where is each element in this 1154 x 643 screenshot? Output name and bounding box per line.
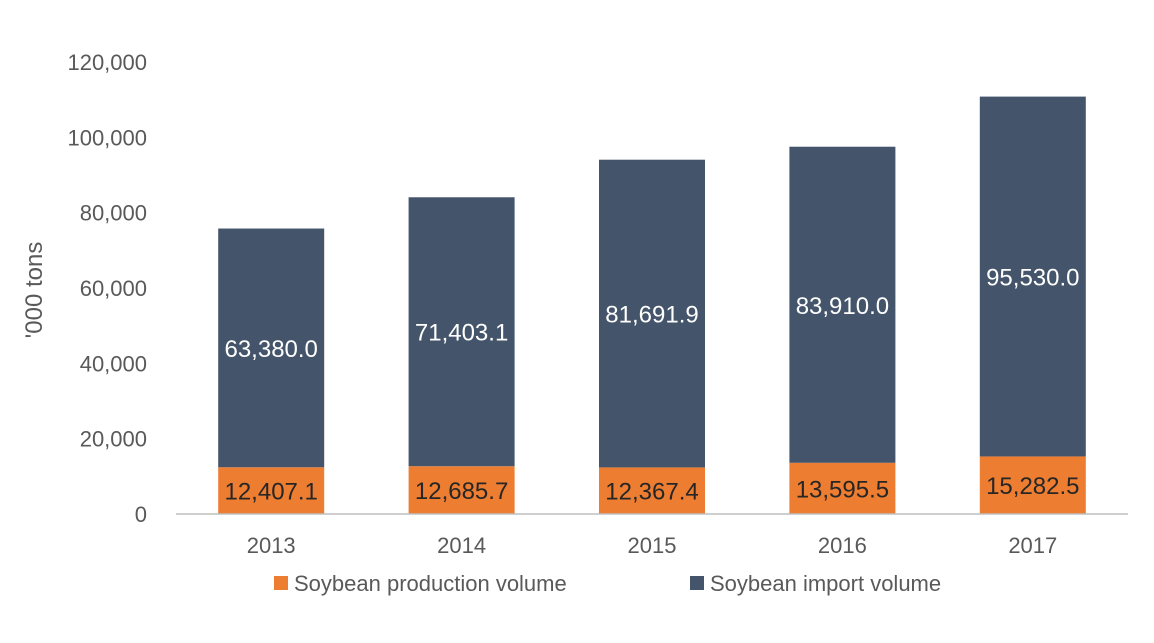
import-bar — [979, 96, 1086, 457]
import-data-label: 83,910.0 — [796, 293, 889, 320]
import-bar — [599, 159, 705, 468]
y-axis-title: '000 tons — [21, 242, 48, 339]
x-tick-label: 2013 — [247, 533, 296, 558]
x-tick-label: 2014 — [437, 533, 486, 558]
production-data-label: 12,685.7 — [415, 478, 508, 505]
x-tick-label: 2015 — [628, 533, 677, 558]
x-tick-label: 2016 — [818, 533, 867, 558]
legend-swatch — [690, 576, 704, 590]
import-data-label: 71,403.1 — [415, 320, 508, 347]
y-axis-ticks: 0 20,000 40,000 60,000 80,000 100,000 120,000 — [67, 50, 147, 527]
legend: Soybean production volume Soybean import … — [274, 571, 941, 596]
import-data-label: 63,380.0 — [224, 336, 317, 363]
y-tick-label: 100,000 — [67, 125, 147, 150]
production-data-label: 15,282.5 — [986, 473, 1079, 500]
production-bar — [979, 456, 1086, 514]
x-axis-ticks: 2013 2014 2015 2016 2017 — [247, 533, 1058, 558]
import-bar — [789, 146, 896, 463]
production-data-label: 13,595.5 — [796, 476, 889, 503]
import-data-label: 81,691.9 — [605, 302, 698, 329]
import-bar — [218, 228, 325, 468]
y-tick-label: 20,000 — [80, 427, 147, 452]
legend-swatch — [274, 576, 288, 590]
y-tick-label: 0 — [135, 502, 147, 527]
production-data-label: 12,367.4 — [605, 479, 698, 506]
y-tick-label: 40,000 — [80, 351, 147, 376]
x-tick-label: 2017 — [1008, 533, 1057, 558]
production-bar — [218, 467, 325, 514]
legend-label: Soybean import volume — [710, 571, 941, 596]
y-tick-label: 80,000 — [80, 201, 147, 226]
legend-label: Soybean production volume — [294, 571, 567, 596]
bars-group: 12,407.1 63,380.0 12,685.7 71,403.1 12,367.4… — [218, 96, 1086, 514]
y-tick-label: 120,000 — [67, 50, 147, 75]
import-bar — [408, 197, 515, 467]
import-data-label: 95,530.0 — [986, 265, 1079, 292]
production-data-label: 12,407.1 — [224, 479, 317, 506]
y-tick-label: 60,000 — [80, 276, 147, 301]
production-bar — [789, 462, 896, 514]
production-bar — [599, 467, 705, 514]
production-bar — [408, 466, 515, 514]
